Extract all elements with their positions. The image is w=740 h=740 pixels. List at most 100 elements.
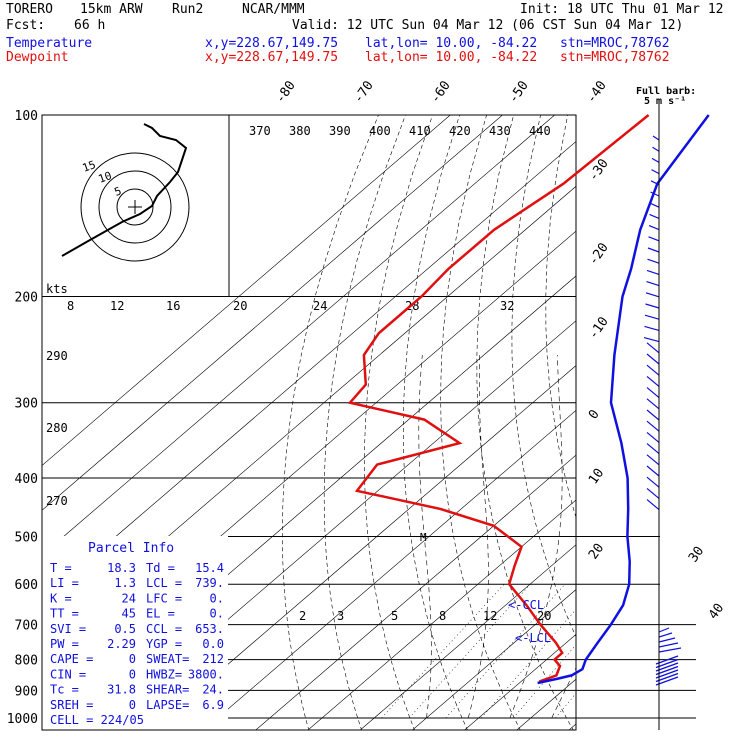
isotherm-label: 20 <box>586 541 607 562</box>
header-fcst-label: Fcst: <box>6 18 46 33</box>
wind-barb <box>646 431 660 443</box>
parcel-row-value2: 3800. <box>188 667 224 681</box>
parcel-row-value: 0 <box>129 667 136 681</box>
moist-adiabat <box>551 666 576 719</box>
wind-barb <box>655 665 679 676</box>
parcel-row-label: LI = <box>50 576 79 590</box>
theta-label: 420 <box>449 124 471 138</box>
wind-barb <box>647 247 660 253</box>
hodo-ring-15 <box>80 152 190 262</box>
wind-barb <box>646 420 660 432</box>
parcel-row-value2: 0.0 <box>202 637 224 651</box>
header-source: NCAR/MMM <box>242 2 305 17</box>
parcel-row-value: 0 <box>129 698 136 712</box>
wind-barb <box>646 409 660 421</box>
wind-barb <box>655 658 679 669</box>
pressure-tick-400: 400 <box>15 472 38 487</box>
pressure-tick-100: 100 <box>15 109 38 124</box>
hodo-ring-10 <box>98 170 172 244</box>
parcel-row-label: CIN = <box>50 667 86 681</box>
pressure-tick-800: 800 <box>15 654 38 669</box>
mixing-ratio-line <box>513 644 576 719</box>
parcel-info-box: Parcel Info T = 18.3 Td = 15.4 LI = 1.3 LCL = 7… <box>42 536 228 730</box>
pressure-tick-600: 600 <box>15 578 38 593</box>
dry-adiabat <box>476 115 574 730</box>
mixing-ratio-line <box>381 583 505 719</box>
lcl-label: <-LCL <box>515 631 551 645</box>
parcel-row-value: 0 <box>129 652 136 666</box>
legend-temperature-xy: x,y=228.67,149.75 <box>205 36 339 51</box>
theta-label: 430 <box>489 124 511 138</box>
theta-label: 370 <box>249 124 271 138</box>
legend-dewpoint-name: Dewpoint <box>6 50 69 65</box>
dry-adiabat <box>545 115 576 519</box>
header-init: Init: 18 UTC Thu 01 Mar 12 <box>520 2 724 17</box>
ccl-label: <-CCL <box>508 598 544 612</box>
isotherm-label: -50 <box>506 78 532 106</box>
theta-label: 410 <box>409 124 431 138</box>
wind-barb <box>652 135 660 141</box>
wind-barb <box>649 202 660 208</box>
mixing-ratio-label: 12 <box>110 299 124 313</box>
mixing-ratio-line <box>408 583 531 719</box>
wind-barb <box>644 325 660 331</box>
moist-adiabat <box>467 354 489 719</box>
wind-barb <box>646 398 660 410</box>
isotherm <box>203 409 576 730</box>
theta-label: 390 <box>329 124 351 138</box>
isotherm-label: 40 <box>706 601 727 622</box>
wind-barb <box>658 647 682 653</box>
wind-barb <box>655 676 679 686</box>
mixing-ratio-label: 12 <box>483 609 497 623</box>
header-res: 15km ARW <box>80 2 143 17</box>
mixing-ratio-label: 2 <box>299 609 306 623</box>
wind-barbs <box>643 135 682 686</box>
isotherm-label: 30 <box>686 544 707 565</box>
parcel-row-value: 1.3 <box>114 576 136 590</box>
isotherm-label: -20 <box>586 240 612 268</box>
wind-barb <box>646 281 660 287</box>
parcel-row-value2: 6.9 <box>202 698 224 712</box>
wind-barb <box>646 375 660 387</box>
theta-label: 380 <box>289 124 311 138</box>
wind-barb <box>646 342 660 354</box>
isotherm-label: 10 <box>586 466 607 487</box>
isotherm-label: -60 <box>428 78 454 106</box>
wind-barb <box>646 465 660 477</box>
header-run: Run2 <box>172 2 204 17</box>
isotherm <box>42 115 555 556</box>
isotherm <box>307 499 576 730</box>
mixing-ratio-label: 20 <box>233 299 247 313</box>
header-fcst-hours: 66 h <box>74 18 106 33</box>
mixing-ratio-label: 5 <box>391 609 398 623</box>
wind-barb <box>646 364 660 376</box>
mixing-ratio-line <box>555 692 576 719</box>
parcel-row-label2: Td = <box>146 561 175 575</box>
moist-adiabat <box>509 354 563 719</box>
parcel-row-value: 0.5 <box>114 622 136 636</box>
parcel-row-value: 31.8 <box>107 683 136 697</box>
parcel-info-bg <box>42 536 228 730</box>
parcel-row-label: T = <box>50 561 72 575</box>
wind-barb <box>658 642 679 648</box>
isotherm <box>673 115 740 731</box>
legend-temperature-name: Temperature <box>6 36 93 51</box>
parcel-row-value2: 739. <box>195 576 224 590</box>
hodo-ring-label-5: 5 <box>113 184 124 198</box>
wind-barb <box>646 476 660 488</box>
isotherm <box>42 115 451 466</box>
parcel-row-label2: SWEAT= <box>146 652 189 666</box>
theta-label-left: 270 <box>46 494 68 508</box>
wind-barb <box>646 454 660 466</box>
parcel-row-value: 45 <box>122 607 136 621</box>
mixing-ratio-label: 16 <box>166 299 180 313</box>
isotherm <box>725 115 740 731</box>
theta-label-left: 290 <box>46 349 68 363</box>
wind-barb <box>646 269 660 275</box>
pressure-tick-700: 700 <box>15 619 38 634</box>
wind-barb <box>644 314 660 320</box>
dry-adiabat <box>511 115 576 638</box>
wind-barb <box>648 225 660 231</box>
mixing-ratio-label: 32 <box>500 299 514 313</box>
parcel-row-value2: 0. <box>210 591 224 605</box>
